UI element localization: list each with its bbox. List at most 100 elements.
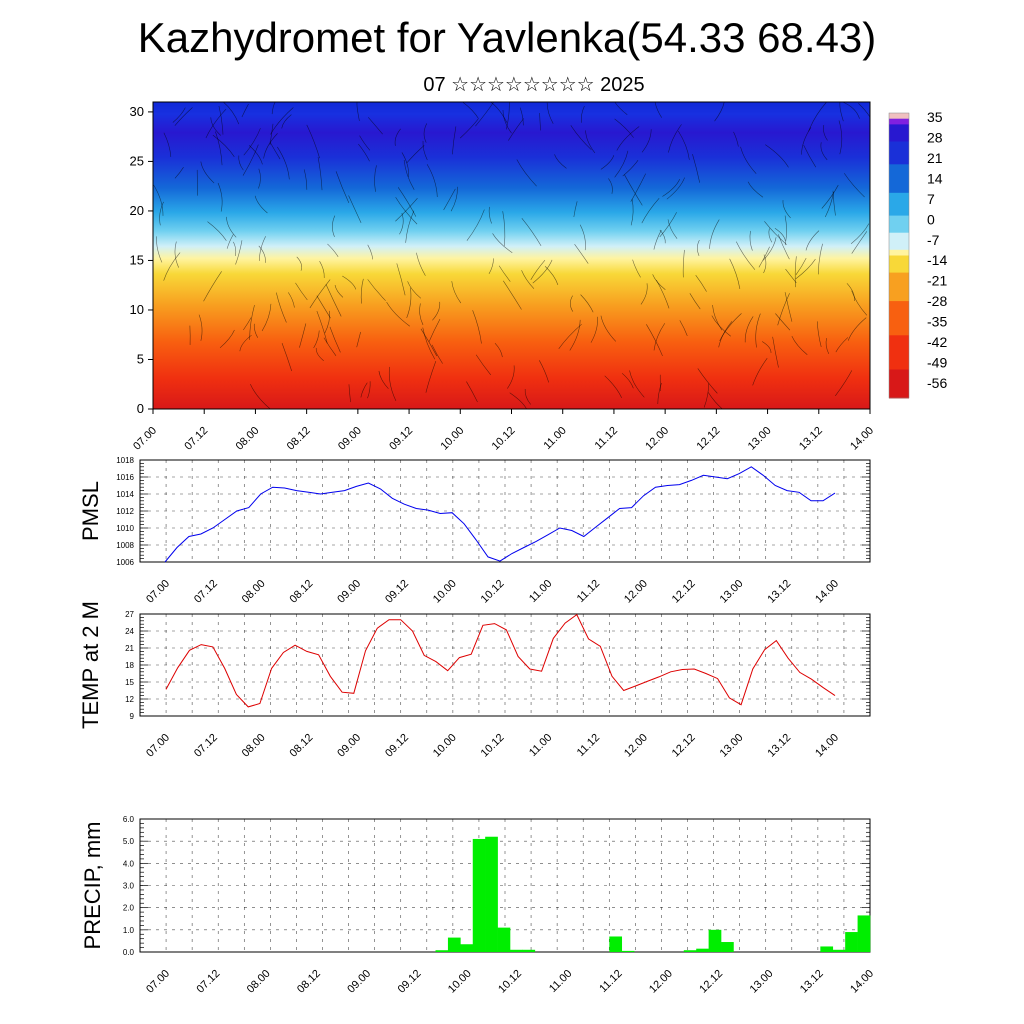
streamline xyxy=(316,295,331,319)
streamline xyxy=(624,174,643,206)
streamline xyxy=(327,243,339,257)
colorbar-band xyxy=(889,272,909,279)
streamline xyxy=(490,101,508,123)
streamline xyxy=(254,195,268,214)
streamline xyxy=(309,279,331,309)
streamline xyxy=(630,199,634,226)
colorbar-band xyxy=(889,346,909,353)
panel-frame xyxy=(139,613,871,717)
streamline xyxy=(450,186,458,212)
colorbar-band xyxy=(889,147,909,154)
x-tick-label: 09.00 xyxy=(335,732,363,760)
x-tick-label: 12.00 xyxy=(647,968,675,996)
x-tick-label: 09.12 xyxy=(387,425,415,453)
x-tick-label: 07.00 xyxy=(144,968,172,996)
precip-bar xyxy=(609,936,623,952)
streamline xyxy=(733,131,739,147)
streamline xyxy=(498,265,511,282)
precip-bar xyxy=(497,927,511,952)
streamline xyxy=(653,230,662,250)
streamline xyxy=(378,370,389,389)
x-tick-label: 11.00 xyxy=(527,578,554,605)
streamline xyxy=(426,164,438,198)
streamline xyxy=(295,282,308,301)
colorbar-band xyxy=(889,204,909,211)
streamline xyxy=(276,292,287,323)
streamline xyxy=(554,154,567,169)
y-tick-label: 1016 xyxy=(116,473,134,482)
streamline xyxy=(374,165,377,192)
streamline xyxy=(466,209,485,241)
streamline xyxy=(590,316,598,343)
streamline xyxy=(774,228,786,241)
streamline xyxy=(711,315,731,337)
streamline xyxy=(768,228,773,243)
streamline xyxy=(452,126,457,155)
y-tick-label: 0.0 xyxy=(123,948,135,957)
streamline xyxy=(653,323,666,351)
streamline xyxy=(428,319,441,342)
precip-panel: 0.0 1.0 2.0 3.0 4.0 5.0 6.0 PRECIP, mm 07.00 07.1… xyxy=(80,815,876,996)
colorbar-band xyxy=(889,323,909,331)
streamline xyxy=(323,337,337,356)
x-tick-label: 10.00 xyxy=(446,968,474,996)
streamline xyxy=(585,130,596,154)
colorbar-band xyxy=(889,227,909,234)
streamline xyxy=(258,245,266,263)
streamline xyxy=(689,293,701,310)
streamline xyxy=(654,102,662,118)
y-tick-label: 1.0 xyxy=(123,926,135,935)
streamline xyxy=(360,278,364,304)
colorbar-band xyxy=(889,363,909,370)
streamline xyxy=(858,103,871,118)
y-tick-label: 3.0 xyxy=(123,882,135,891)
colorbar-band xyxy=(889,284,909,291)
x-tick-label: 08.00 xyxy=(245,968,273,996)
streamline xyxy=(740,146,757,174)
streamline xyxy=(764,221,787,245)
y-tick-label: 5.0 xyxy=(123,837,135,846)
x-tick-label: 08.00 xyxy=(240,732,268,760)
streamline xyxy=(348,195,362,223)
x-tick-label: 12.00 xyxy=(643,425,671,453)
precip-bar xyxy=(832,949,846,952)
streamline xyxy=(356,331,361,348)
x-tick-label: 09.12 xyxy=(396,968,424,996)
streamline xyxy=(646,324,663,357)
x-tick-label: 10.00 xyxy=(431,732,459,760)
colorbar-label: -28 xyxy=(927,293,947,309)
streamline xyxy=(573,201,578,218)
streamline xyxy=(679,320,688,336)
x-tick-label: 12.12 xyxy=(697,968,725,996)
x-tick-label: 09.00 xyxy=(345,968,373,996)
streamline xyxy=(163,252,181,281)
x-tick-label: 13.12 xyxy=(765,732,793,760)
y-tick-label: 15 xyxy=(125,678,134,687)
x-tick-label: 12.00 xyxy=(622,732,650,760)
temp-panel: 9 12 15 18 21 24 27 TEMP at 2 M 07.00 07.12 08.00 0… xyxy=(78,601,871,760)
x-tick-label: 11.12 xyxy=(575,578,602,605)
streamline xyxy=(808,101,827,132)
colorbar-band xyxy=(889,255,909,262)
streamline xyxy=(775,313,791,331)
streamline xyxy=(395,197,418,222)
streamline xyxy=(396,263,406,296)
colorbar-band xyxy=(889,187,909,194)
streamline xyxy=(703,383,710,408)
streamline xyxy=(784,215,787,246)
precip-bar xyxy=(820,946,834,952)
panel-frame xyxy=(139,459,871,563)
streamline xyxy=(329,326,341,353)
streamline xyxy=(524,389,531,405)
streamline xyxy=(172,107,186,123)
streamline xyxy=(762,237,777,261)
streamline xyxy=(360,382,368,398)
streamline xyxy=(659,229,666,244)
colorbar-band xyxy=(889,392,909,399)
streamline xyxy=(838,120,843,155)
y-tick-label: 9 xyxy=(130,712,135,721)
streamline xyxy=(394,128,401,146)
colorbar-band xyxy=(889,175,909,182)
streamline xyxy=(405,210,415,243)
